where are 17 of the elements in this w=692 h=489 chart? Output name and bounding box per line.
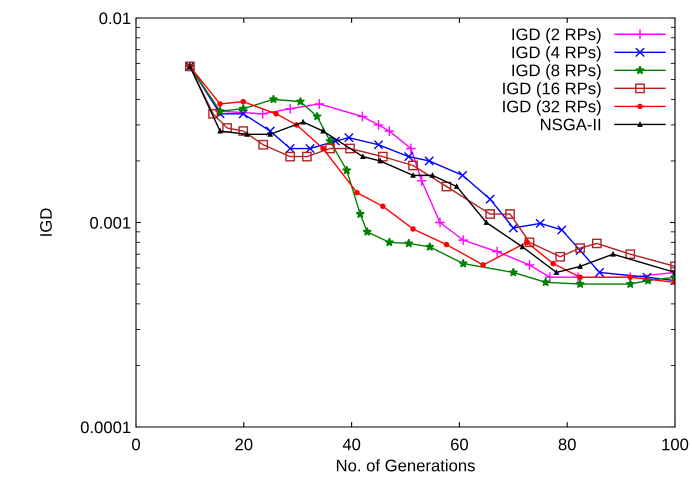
- x-tick-label: 80: [558, 438, 576, 450]
- legend-label: IGD (32 RPs): [503, 100, 601, 116]
- x-tick-label: 40: [342, 438, 360, 450]
- y-tick-label: 0.0001: [80, 421, 130, 434]
- x-tick-label: 60: [450, 438, 468, 450]
- x-tick-label: 100: [662, 438, 688, 450]
- x-axis-title: No. of Generations: [336, 459, 475, 472]
- x-tick-label: 20: [235, 438, 252, 450]
- x-tick-label: 0: [132, 438, 140, 450]
- legend-label: IGD (4 RPs): [512, 46, 601, 62]
- legend-label: IGD (16 RPs): [503, 82, 601, 98]
- y-tick-label: 0.001: [90, 216, 130, 229]
- y-tick-label: 0.01: [99, 12, 130, 24]
- y-axis-title: IGD: [40, 208, 52, 236]
- legend-label: IGD (2 RPs): [512, 28, 601, 44]
- legend-label: NSGA-II: [540, 118, 600, 130]
- legend-label: IGD (8 RPs): [512, 64, 601, 80]
